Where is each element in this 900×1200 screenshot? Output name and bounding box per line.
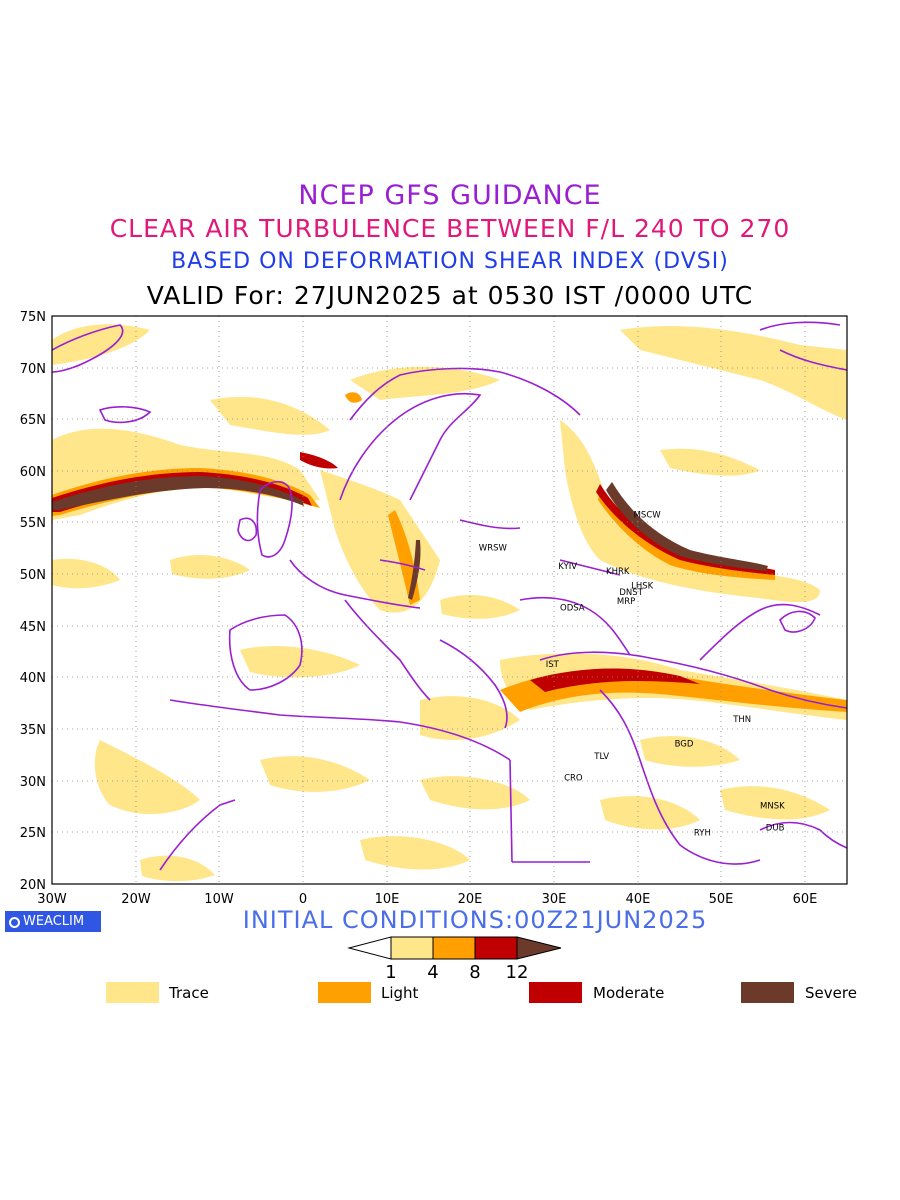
lat-tick: 70N xyxy=(20,362,46,377)
map-frame xyxy=(51,315,848,885)
lon-tick: 10E xyxy=(375,892,400,907)
legend-label-severe: Severe xyxy=(805,984,857,1002)
chart-subtitle: CLEAR AIR TURBULENCE BETWEEN F/L 240 TO … xyxy=(109,214,791,243)
lon-tick: 30W xyxy=(37,892,67,907)
city-label-bgd: BGD xyxy=(675,740,694,750)
city-label-kyiv: KYIV xyxy=(558,562,577,572)
legend-swatch-light xyxy=(318,982,371,1003)
lat-tick: 35N xyxy=(20,723,46,738)
colorbar-tick: 8 xyxy=(469,962,480,983)
lat-tick: 20N xyxy=(20,878,46,893)
colorbar-moderate xyxy=(474,936,518,960)
lat-tick: 25N xyxy=(20,826,46,841)
lon-tick: 30E xyxy=(542,892,567,907)
method-subtitle: BASED ON DEFORMATION SHEAR INDEX (DVSI) xyxy=(171,249,729,274)
city-label-tlv: TLV xyxy=(593,752,609,762)
lat-tick: 40N xyxy=(20,671,46,686)
city-label-ist: IST xyxy=(546,660,560,670)
coastlines xyxy=(52,321,847,871)
city-label-dub: DUB xyxy=(766,823,785,833)
colorbar-trace xyxy=(390,936,434,960)
lat-axis: 75N 70N 65N 60N 55N 50N 45N 40N 35N 30N … xyxy=(20,310,46,893)
city-label-mrp: MRP xyxy=(617,597,635,607)
colorbar-under-arrow xyxy=(347,936,392,960)
lat-tick: 50N xyxy=(20,568,46,583)
legend-label-light: Light xyxy=(381,984,419,1002)
city-label-lhsk: LHSK xyxy=(631,582,654,592)
colorbar: 1 4 8 12 xyxy=(347,936,562,983)
city-label-mnsk: MNSK xyxy=(760,802,785,812)
logo-text: WEACLIM xyxy=(23,914,85,929)
city-label-cro: CRO xyxy=(564,774,583,784)
colorbar-over-arrow xyxy=(516,936,562,960)
lon-tick: 40E xyxy=(626,892,651,907)
legend-swatch-trace xyxy=(106,982,159,1003)
city-label-odsa: ODSA xyxy=(560,603,585,613)
turbulence-legend: Trace Light Moderate Severe xyxy=(106,982,857,1003)
legend-label-moderate: Moderate xyxy=(593,984,664,1002)
chart-title: NCEP GFS GUIDANCE xyxy=(298,180,602,211)
lon-tick: 50E xyxy=(709,892,734,907)
lon-tick: 60E xyxy=(793,892,818,907)
lat-tick: 75N xyxy=(20,310,46,325)
lon-tick: 10W xyxy=(204,892,234,907)
city-label-dnst: DNST xyxy=(619,588,643,598)
initial-conditions: INITIAL CONDITIONS:00Z21JUN2025 xyxy=(242,906,708,934)
colorbar-light xyxy=(432,936,476,960)
lon-tick: 0 xyxy=(299,892,307,907)
colorbar-tick: 12 xyxy=(506,962,529,983)
valid-time: VALID For: 27JUN2025 at 0530 IST /0000 U… xyxy=(146,281,754,310)
colorbar-tick: 4 xyxy=(427,962,438,983)
lat-tick: 45N xyxy=(20,620,46,635)
weaclim-logo: WEACLIM xyxy=(5,911,101,932)
lon-tick: 20E xyxy=(458,892,483,907)
city-label-wrsw: WRSW xyxy=(479,543,508,553)
lat-tick: 55N xyxy=(20,516,46,531)
city-label-ryh: RYH xyxy=(694,829,711,839)
legend-swatch-moderate xyxy=(529,982,582,1003)
lat-tick: 60N xyxy=(20,465,46,480)
lat-tick: 30N xyxy=(20,775,46,790)
legend-swatch-severe xyxy=(741,982,794,1003)
city-label-khrk: KHRK xyxy=(606,567,630,577)
lon-axis: 30W 20W 10W 0 10E 20E 30E 40E 50E 60E xyxy=(37,892,817,907)
city-label-mscw: MSCW xyxy=(634,510,662,520)
logo-ring-icon xyxy=(9,917,20,928)
severe-fields xyxy=(52,476,768,600)
legend-label-trace: Trace xyxy=(168,984,209,1002)
city-label-thn: THN xyxy=(732,715,751,725)
lon-tick: 20W xyxy=(121,892,151,907)
lat-tick: 65N xyxy=(20,413,46,428)
colorbar-tick: 1 xyxy=(385,962,396,983)
